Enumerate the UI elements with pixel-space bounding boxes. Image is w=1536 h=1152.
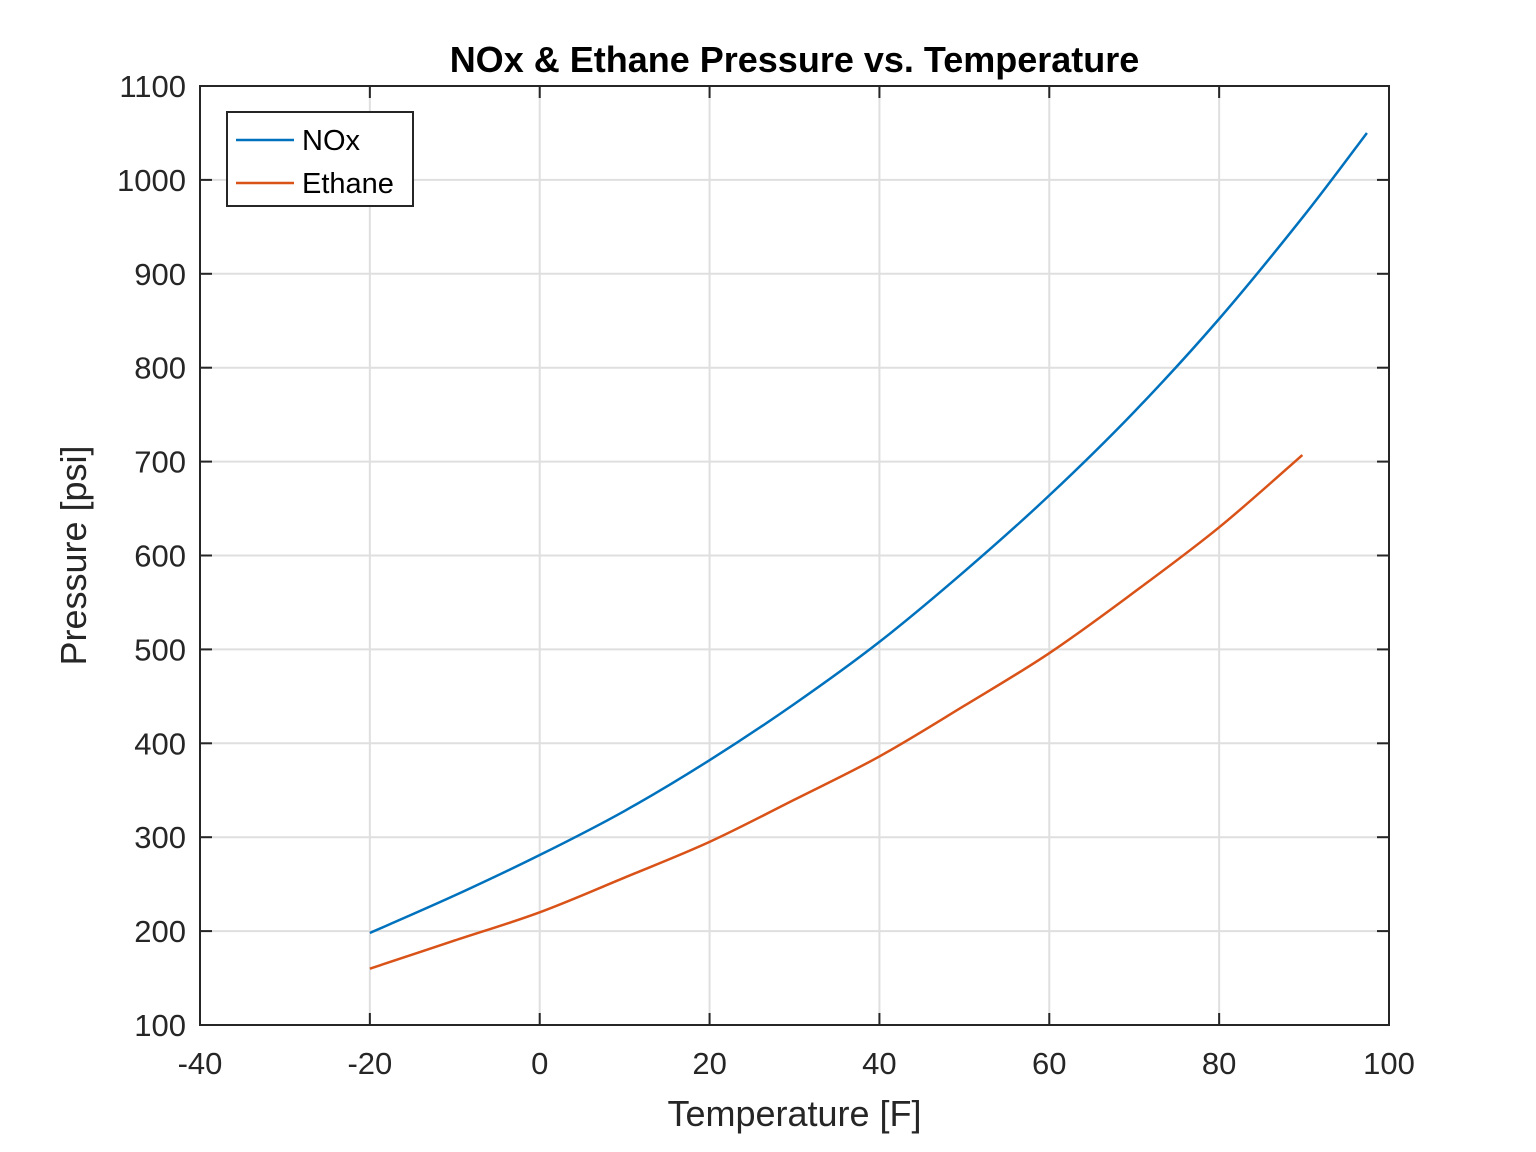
x-axis-label: Temperature [F]: [667, 1093, 921, 1134]
y-tick-label: 600: [134, 539, 186, 574]
y-tick-label: 300: [134, 820, 186, 855]
legend-label-ethane: Ethane: [302, 168, 394, 200]
x-tick-label: -20: [347, 1046, 392, 1081]
y-tick-label: 200: [134, 914, 186, 949]
x-tick-label: -40: [178, 1046, 223, 1081]
y-tick-label: 1000: [117, 163, 186, 198]
x-tick-label: 40: [862, 1046, 896, 1081]
y-tick-label: 1100: [119, 69, 186, 104]
legend-label-nox: NOx: [302, 125, 361, 157]
x-tick-label: 0: [531, 1046, 548, 1081]
y-tick-label: 500: [134, 632, 186, 667]
x-tick-label: 80: [1202, 1046, 1236, 1081]
y-tick-label: 100: [134, 1008, 186, 1043]
legend: NOx Ethane: [227, 112, 413, 206]
y-axis-label: Pressure [psi]: [53, 445, 94, 665]
y-tick-label: 700: [134, 445, 186, 480]
x-tick-label: 100: [1363, 1046, 1415, 1081]
y-tick-label: 400: [134, 726, 186, 761]
x-tick-label: 60: [1032, 1046, 1066, 1081]
chart-title: NOx & Ethane Pressure vs. Temperature: [450, 39, 1140, 80]
y-tick-label: 900: [134, 257, 186, 292]
y-tick-label: 800: [134, 351, 186, 386]
x-tick-label: 20: [692, 1046, 726, 1081]
